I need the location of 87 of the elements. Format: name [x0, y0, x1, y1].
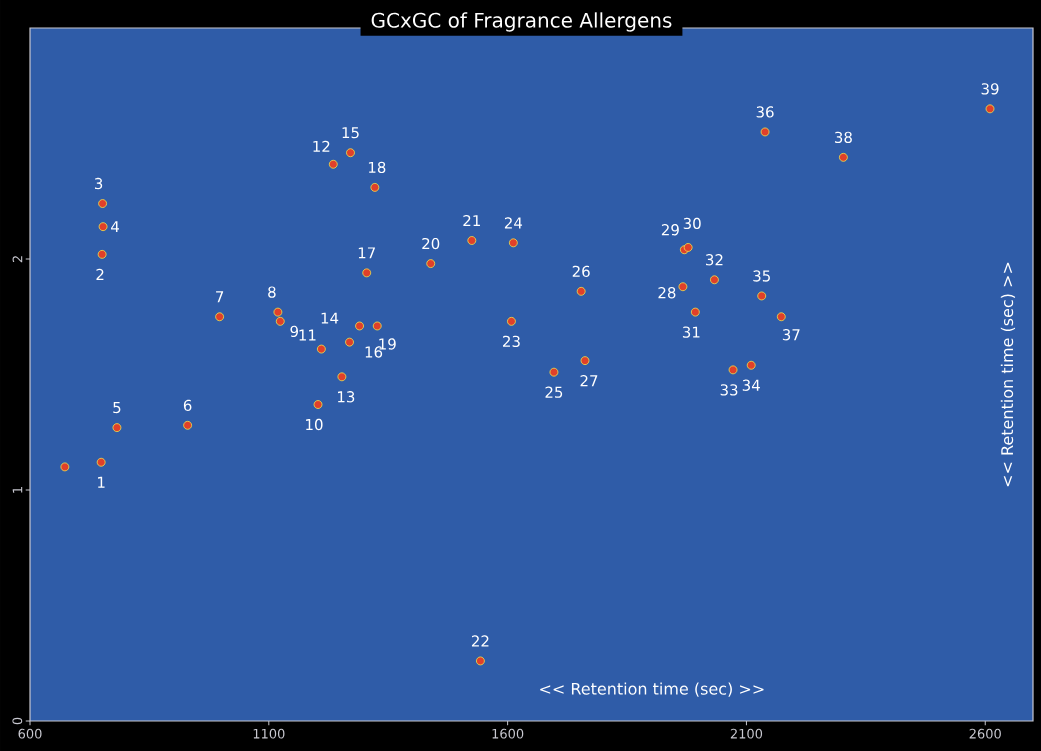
point [549, 367, 559, 377]
point [316, 344, 326, 354]
point [183, 420, 193, 430]
point [728, 365, 738, 375]
annotation: 22 [471, 635, 489, 647]
point [476, 656, 485, 666]
point [355, 321, 364, 331]
annotation: 9 [290, 325, 298, 338]
annotation: 14 [321, 312, 339, 324]
point [690, 307, 700, 317]
annotation: 23 [503, 335, 520, 348]
y-tick-label: 1 [12, 487, 23, 493]
point [683, 243, 693, 252]
annotation: 24 [504, 217, 523, 229]
annotation: 25 [545, 386, 563, 398]
annotation: 32 [706, 254, 723, 266]
point [337, 372, 347, 382]
annotation: 8 [268, 286, 276, 298]
point [112, 423, 122, 433]
x-axis-title: << Retention time (sec) >> [540, 682, 764, 697]
point [345, 337, 354, 347]
point [710, 275, 719, 285]
annotation: 3 [94, 177, 103, 190]
point [328, 159, 338, 169]
annotation: 21 [463, 214, 480, 227]
annotation: 37 [782, 329, 800, 341]
annotation: 38 [834, 131, 852, 144]
x-tick-label: 1600 [492, 728, 524, 739]
point [576, 286, 586, 296]
point [760, 127, 770, 137]
y-tick-label: 0 [12, 717, 23, 725]
point [362, 268, 372, 278]
annotation: 4 [111, 221, 120, 233]
annotation: 7 [216, 291, 224, 303]
point [838, 152, 848, 162]
y-tick-label: 2 [12, 256, 23, 263]
x-tick-label: 2600 [969, 728, 1001, 739]
annotation: 6 [183, 399, 192, 411]
point [985, 104, 995, 114]
annotation: 29 [661, 224, 679, 236]
x-tick-label: 1100 [253, 728, 285, 739]
annotation: 27 [580, 375, 598, 387]
point [426, 259, 436, 269]
point [757, 291, 767, 301]
annotation: 10 [306, 418, 323, 431]
annotation: 33 [720, 384, 738, 396]
point [467, 236, 477, 245]
annotation: 12 [313, 140, 330, 152]
annotation: 35 [753, 270, 770, 282]
chart-title: GCxGC of Fragrance Allergens [371, 12, 672, 32]
point [60, 462, 70, 472]
point [776, 312, 786, 322]
x-tick-label: 600 [18, 728, 42, 739]
annotation: 1 [98, 476, 105, 488]
y-axis-title: << Retention time (sec) >> [1000, 262, 1016, 487]
point [372, 321, 382, 331]
annotation: 2 [96, 268, 104, 280]
x-tick-label: 2100 [730, 728, 763, 739]
annotation: 5 [113, 402, 121, 414]
point [580, 356, 590, 366]
annotation: 26 [572, 265, 590, 278]
point [370, 182, 380, 192]
annotation: 17 [358, 247, 375, 259]
annotation: 13 [337, 391, 355, 403]
annotation: 11 [299, 329, 316, 341]
annotation: 36 [756, 106, 774, 118]
point [215, 312, 225, 322]
annotation: 34 [742, 379, 760, 391]
point [273, 307, 283, 317]
point [678, 282, 688, 292]
annotation: 30 [683, 217, 701, 230]
annotation: 15 [342, 127, 359, 139]
point [313, 400, 323, 409]
point [746, 360, 756, 370]
point [346, 148, 355, 158]
point [97, 249, 107, 259]
point [98, 199, 107, 208]
annotation: 28 [658, 287, 676, 299]
point [98, 222, 108, 232]
annotation: 31 [682, 326, 700, 338]
annotation: 39 [981, 83, 999, 95]
point [508, 238, 518, 248]
point [507, 316, 516, 326]
point [96, 457, 106, 467]
point [275, 316, 285, 326]
annotation: 18 [368, 161, 386, 174]
annotation: 20 [422, 237, 440, 250]
